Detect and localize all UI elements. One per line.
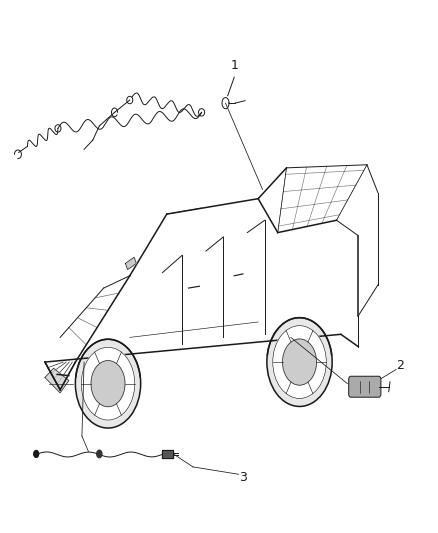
Ellipse shape bbox=[198, 109, 205, 116]
FancyBboxPatch shape bbox=[349, 376, 381, 397]
Polygon shape bbox=[125, 257, 136, 270]
Text: 1: 1 bbox=[230, 59, 238, 72]
Ellipse shape bbox=[55, 125, 61, 132]
Polygon shape bbox=[45, 368, 69, 393]
Circle shape bbox=[97, 450, 102, 458]
Ellipse shape bbox=[283, 339, 317, 385]
Circle shape bbox=[34, 451, 39, 457]
Text: 3: 3 bbox=[239, 471, 247, 484]
Ellipse shape bbox=[127, 96, 133, 104]
Ellipse shape bbox=[267, 318, 332, 407]
Ellipse shape bbox=[75, 339, 141, 428]
Ellipse shape bbox=[91, 360, 125, 407]
Ellipse shape bbox=[273, 326, 326, 399]
Ellipse shape bbox=[81, 347, 135, 420]
Polygon shape bbox=[162, 450, 173, 458]
Text: 2: 2 bbox=[396, 359, 403, 372]
